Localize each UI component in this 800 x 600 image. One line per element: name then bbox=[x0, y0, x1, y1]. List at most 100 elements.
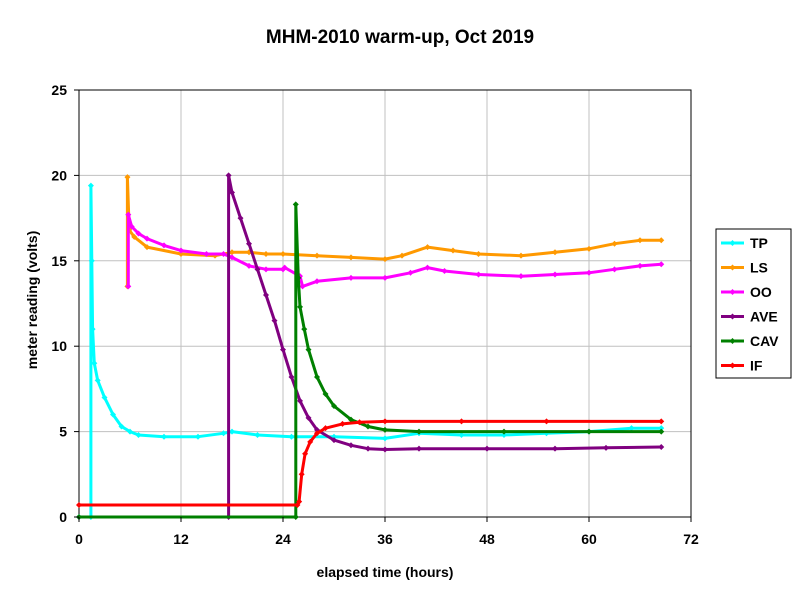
data-point bbox=[89, 326, 96, 333]
data-point bbox=[348, 254, 354, 261]
data-point bbox=[288, 433, 295, 440]
legend-box bbox=[715, 228, 792, 379]
x-tick-label: 36 bbox=[377, 531, 393, 547]
data-point bbox=[314, 252, 320, 259]
data-point bbox=[263, 250, 269, 257]
data-point bbox=[458, 432, 465, 439]
legend-marker bbox=[729, 240, 736, 246]
x-tick-label: 12 bbox=[173, 531, 189, 547]
data-point bbox=[229, 254, 235, 261]
data-point bbox=[314, 373, 320, 380]
data-point bbox=[658, 428, 665, 435]
data-point bbox=[161, 242, 167, 249]
legend-marker bbox=[729, 362, 736, 369]
data-point bbox=[229, 428, 235, 435]
data-point bbox=[365, 423, 371, 430]
data-point bbox=[348, 442, 354, 449]
data-point bbox=[178, 250, 184, 257]
legend-item-if: IF bbox=[721, 358, 763, 374]
data-point bbox=[552, 249, 558, 256]
y-tick-label: 10 bbox=[51, 338, 67, 354]
data-point bbox=[424, 244, 431, 251]
data-point bbox=[295, 274, 302, 281]
data-point bbox=[424, 264, 431, 271]
data-point bbox=[110, 411, 116, 418]
data-point bbox=[314, 278, 320, 285]
x-axis-ticks: 0 12 24 36 48 60 72 bbox=[75, 517, 699, 547]
y-axis-label: meter reading (volts) bbox=[24, 231, 40, 369]
legend-item-ls: LS bbox=[721, 260, 768, 276]
data-point bbox=[475, 271, 482, 278]
data-point bbox=[628, 425, 635, 432]
legend-label: IF bbox=[750, 358, 763, 374]
data-point bbox=[178, 247, 184, 254]
data-point bbox=[125, 211, 132, 218]
data-point bbox=[382, 274, 388, 281]
data-point bbox=[297, 303, 303, 310]
data-point bbox=[382, 256, 388, 263]
series-oo bbox=[125, 211, 665, 290]
series-line-ave bbox=[227, 173, 662, 517]
data-point bbox=[131, 233, 138, 240]
legend-item-ave: AVE bbox=[721, 309, 778, 325]
data-point bbox=[229, 249, 235, 256]
legend-marker bbox=[729, 289, 736, 295]
data-point bbox=[297, 397, 303, 404]
data-point bbox=[611, 266, 618, 273]
data-point bbox=[292, 514, 299, 520]
data-point bbox=[331, 402, 337, 409]
data-point bbox=[658, 443, 665, 450]
series-line-if bbox=[79, 419, 662, 507]
series-if bbox=[76, 418, 665, 509]
data-point bbox=[611, 240, 618, 247]
series-line-ls bbox=[125, 175, 662, 287]
data-point bbox=[365, 445, 371, 452]
legend-marker bbox=[729, 313, 736, 320]
data-point bbox=[450, 247, 456, 254]
data-point bbox=[637, 237, 643, 244]
data-point bbox=[299, 283, 306, 290]
data-point bbox=[225, 172, 232, 179]
data-point bbox=[220, 250, 227, 257]
data-point bbox=[263, 291, 269, 298]
legend-item-cav: CAV bbox=[721, 333, 779, 349]
data-point bbox=[314, 430, 320, 437]
data-point bbox=[124, 174, 131, 181]
legend-label: CAV bbox=[750, 333, 779, 349]
x-tick-label: 72 bbox=[683, 531, 699, 547]
y-tick-label: 0 bbox=[59, 509, 67, 525]
data-point bbox=[135, 230, 142, 237]
data-point bbox=[305, 414, 312, 421]
legend-label: OO bbox=[750, 284, 772, 300]
data-point bbox=[263, 266, 269, 273]
data-point bbox=[382, 435, 388, 442]
data-point bbox=[161, 433, 167, 440]
data-point bbox=[348, 416, 354, 423]
data-point bbox=[552, 445, 558, 452]
data-point bbox=[484, 445, 490, 452]
legend-item-oo: OO bbox=[721, 284, 772, 300]
x-axis-label: elapsed time (hours) bbox=[317, 564, 454, 580]
data-point bbox=[382, 446, 388, 453]
data-point bbox=[292, 201, 299, 208]
data-point bbox=[280, 250, 286, 257]
data-point bbox=[195, 433, 201, 440]
data-point bbox=[144, 235, 150, 242]
data-point bbox=[246, 240, 252, 247]
data-point bbox=[101, 394, 108, 401]
y-tick-label: 5 bbox=[59, 424, 67, 440]
data-point bbox=[416, 445, 422, 452]
x-tick-label: 24 bbox=[275, 531, 291, 547]
data-point bbox=[144, 244, 150, 251]
data-point bbox=[339, 420, 346, 427]
series-cav bbox=[76, 201, 665, 520]
data-point bbox=[441, 268, 448, 275]
data-point bbox=[118, 423, 125, 430]
data-point bbox=[382, 418, 388, 425]
y-axis-ticks: 0 5 10 15 20 25 bbox=[51, 82, 79, 525]
data-point bbox=[399, 252, 405, 259]
data-point bbox=[552, 271, 558, 278]
data-point bbox=[518, 273, 524, 280]
data-point bbox=[237, 215, 244, 222]
series-tp bbox=[76, 182, 665, 520]
